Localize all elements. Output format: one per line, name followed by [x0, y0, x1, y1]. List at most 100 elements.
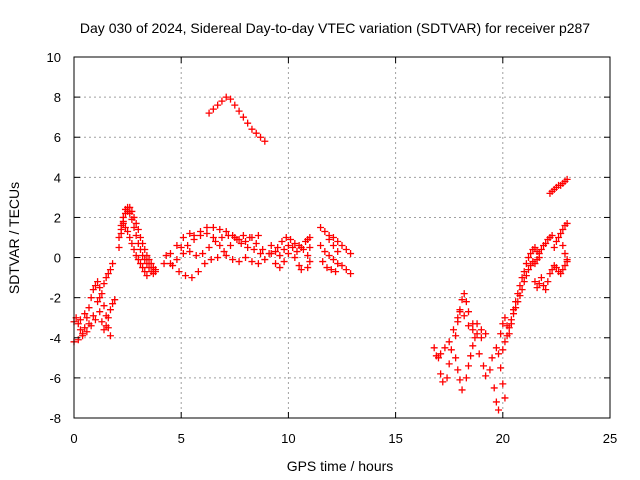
- data-point: [111, 296, 119, 304]
- data-point: [218, 97, 226, 105]
- data-point: [220, 248, 228, 256]
- data-point: [235, 107, 243, 115]
- data-point: [480, 362, 488, 370]
- data-point: [106, 306, 114, 314]
- data-point: [194, 268, 202, 276]
- data-point: [323, 264, 331, 272]
- data-points: [70, 93, 571, 414]
- data-point: [445, 338, 453, 346]
- data-point: [505, 324, 513, 332]
- data-point: [495, 406, 503, 414]
- data-point: [91, 282, 99, 290]
- data-point: [443, 374, 451, 382]
- x-tick-label: 0: [70, 431, 77, 446]
- data-point: [254, 260, 262, 268]
- data-point: [462, 374, 470, 382]
- data-point: [209, 223, 217, 231]
- y-tick-label: 6: [54, 130, 61, 145]
- data-point: [557, 229, 565, 237]
- data-point: [469, 326, 477, 334]
- data-point: [179, 250, 187, 258]
- data-point: [104, 324, 112, 332]
- data-point: [280, 246, 288, 254]
- data-point: [274, 244, 282, 252]
- data-point: [276, 264, 284, 272]
- data-point: [332, 268, 340, 276]
- data-point: [342, 246, 350, 254]
- data-point: [561, 262, 569, 270]
- data-point: [173, 242, 181, 250]
- data-point: [257, 250, 265, 258]
- data-point: [130, 213, 138, 221]
- data-point: [518, 274, 526, 282]
- data-point: [299, 246, 307, 254]
- data-point: [212, 238, 220, 246]
- data-point: [437, 370, 445, 378]
- data-point: [456, 376, 464, 384]
- data-point: [141, 246, 149, 254]
- data-point: [252, 240, 260, 248]
- x-tick-label: 15: [388, 431, 402, 446]
- data-point: [317, 223, 325, 231]
- data-point: [329, 256, 337, 264]
- data-point: [184, 242, 192, 250]
- data-point: [287, 236, 295, 244]
- data-point: [306, 258, 314, 266]
- data-point: [85, 320, 93, 328]
- data-point: [492, 344, 500, 352]
- data-point: [439, 378, 447, 386]
- data-point: [537, 246, 545, 254]
- data-point: [540, 282, 548, 290]
- data-point: [437, 350, 445, 358]
- data-point: [136, 234, 144, 241]
- data-point: [482, 372, 490, 380]
- data-point: [531, 244, 539, 252]
- data-point: [222, 93, 230, 101]
- data-point: [467, 352, 475, 360]
- data-point: [548, 266, 556, 274]
- data-point: [261, 137, 269, 145]
- data-point: [537, 274, 545, 282]
- data-point: [482, 330, 490, 338]
- data-point: [81, 324, 89, 332]
- data-point: [464, 362, 472, 370]
- x-tick-label: 5: [178, 431, 185, 446]
- data-point: [216, 225, 224, 233]
- data-point: [477, 334, 485, 342]
- data-point: [102, 312, 110, 320]
- data-point: [91, 316, 99, 324]
- data-point: [501, 314, 509, 322]
- data-point: [218, 234, 226, 241]
- data-point: [179, 234, 187, 241]
- data-point: [449, 326, 457, 334]
- data-point: [248, 258, 256, 266]
- data-point: [329, 242, 337, 250]
- data-point: [304, 252, 312, 260]
- data-point: [175, 268, 183, 276]
- data-point: [128, 207, 136, 215]
- data-point: [486, 366, 494, 374]
- data-point: [458, 386, 466, 394]
- data-point: [166, 250, 174, 258]
- data-point: [531, 278, 539, 286]
- data-point: [132, 252, 140, 260]
- data-point: [477, 326, 485, 334]
- data-point: [121, 223, 129, 231]
- data-point: [106, 332, 114, 340]
- data-point: [452, 332, 460, 340]
- plot-frame: [73, 56, 611, 419]
- data-point: [499, 346, 507, 354]
- data-point: [306, 244, 314, 252]
- data-point: [94, 278, 102, 286]
- data-point: [74, 320, 82, 328]
- data-point: [104, 270, 112, 278]
- data-point: [143, 252, 151, 260]
- data-point: [469, 342, 477, 350]
- data-point: [257, 133, 265, 141]
- data-point: [454, 314, 462, 322]
- data-point: [124, 227, 132, 235]
- data-point: [139, 240, 147, 248]
- data-point: [452, 354, 460, 362]
- data-point: [473, 330, 481, 338]
- data-point: [499, 320, 507, 328]
